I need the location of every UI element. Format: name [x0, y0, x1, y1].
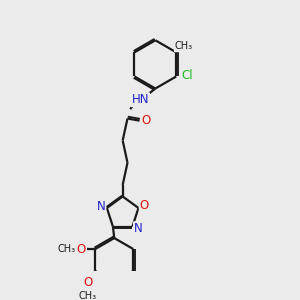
Text: Cl: Cl: [181, 69, 193, 82]
Text: O: O: [76, 242, 86, 256]
Text: CH₃: CH₃: [58, 244, 76, 254]
Text: O: O: [140, 199, 149, 212]
Text: O: O: [83, 276, 92, 289]
Text: CH₃: CH₃: [78, 291, 96, 300]
Text: CH₃: CH₃: [175, 41, 193, 51]
Text: HN: HN: [132, 93, 149, 106]
Text: N: N: [97, 200, 105, 213]
Text: O: O: [142, 114, 151, 127]
Text: N: N: [134, 222, 143, 235]
